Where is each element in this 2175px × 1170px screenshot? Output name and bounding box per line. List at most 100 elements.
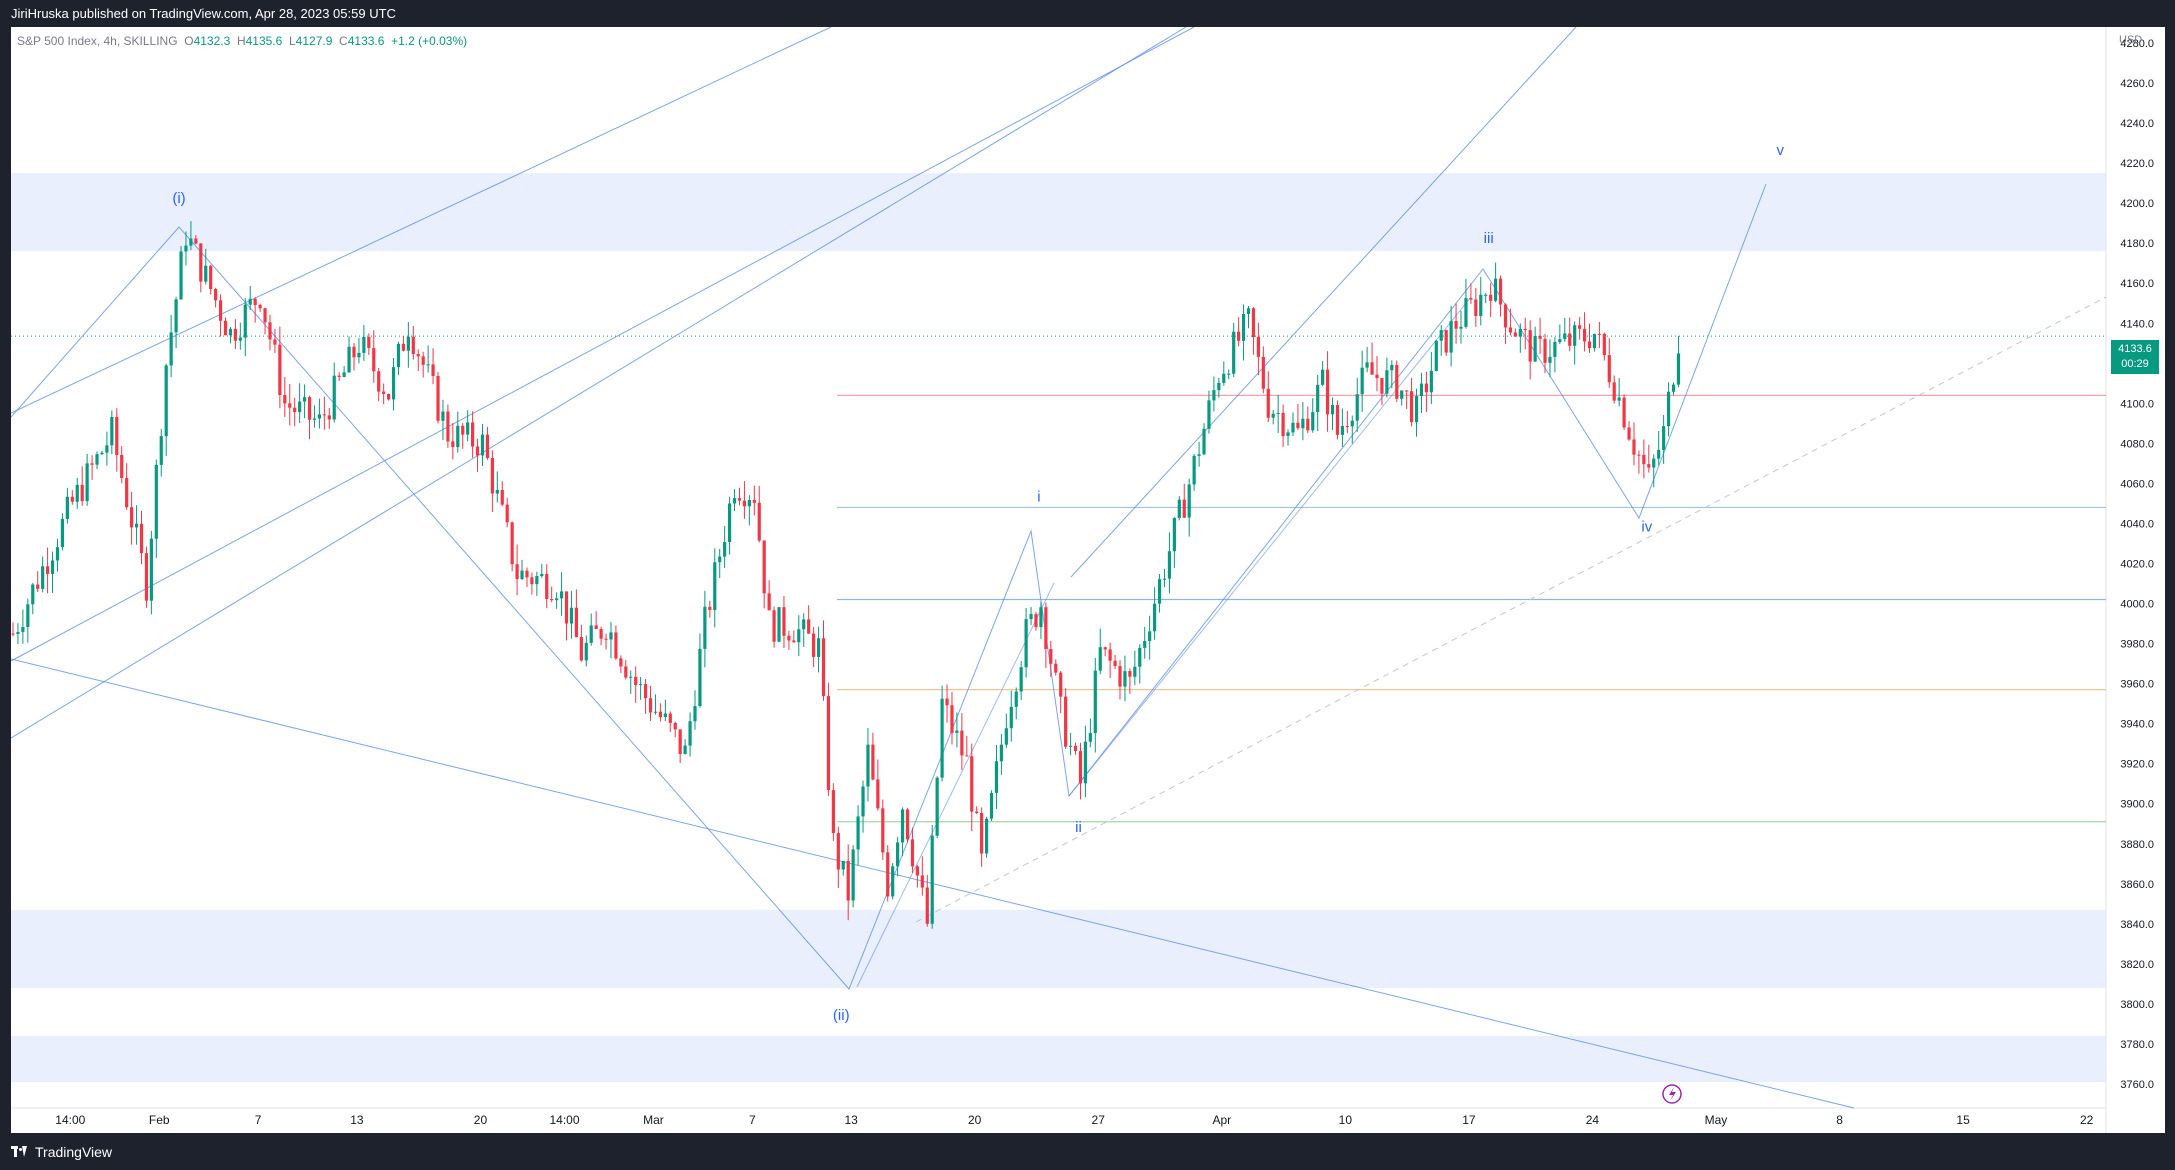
price-tick-label: 3840.0 bbox=[2120, 919, 2154, 931]
candle-body bbox=[1607, 355, 1611, 383]
candle-body bbox=[535, 576, 539, 585]
time-tick-label: 20 bbox=[968, 1113, 982, 1127]
candle-body bbox=[100, 452, 104, 455]
candle-body bbox=[293, 407, 297, 413]
candle-body bbox=[228, 328, 233, 336]
tradingview-logo[interactable]: TradingView bbox=[11, 1144, 112, 1160]
price-tick-label: 4000.0 bbox=[2120, 599, 2154, 611]
candle-body bbox=[1054, 663, 1058, 673]
candle-body bbox=[925, 887, 929, 924]
candle-body bbox=[896, 842, 900, 867]
candle-body bbox=[742, 500, 747, 507]
candle-body bbox=[910, 839, 915, 867]
price-tick-label: 4160.0 bbox=[2120, 278, 2154, 290]
lightning-icon bbox=[1669, 1087, 1676, 1101]
candle-body bbox=[342, 372, 346, 377]
candle-body bbox=[1652, 458, 1656, 468]
candle-body bbox=[1528, 330, 1532, 362]
candle-body bbox=[510, 522, 514, 565]
wave-label: iv bbox=[1641, 518, 1652, 535]
candle-body bbox=[1182, 499, 1186, 518]
candle-body bbox=[1059, 672, 1063, 697]
wave-channel-line bbox=[856, 582, 1055, 988]
time-tick-label: 7 bbox=[255, 1113, 262, 1127]
candle-body bbox=[238, 337, 242, 341]
candle-body bbox=[194, 238, 198, 244]
candle-body bbox=[1330, 405, 1335, 415]
candle-body bbox=[1429, 370, 1433, 393]
time-tick-label: 24 bbox=[1586, 1113, 1600, 1127]
candle-body bbox=[520, 570, 524, 580]
candle-body bbox=[1044, 607, 1048, 649]
candle-body bbox=[1241, 314, 1246, 341]
candle-body bbox=[1469, 298, 1473, 300]
close-value: 4133.6 bbox=[347, 34, 385, 48]
candle-body bbox=[1360, 367, 1364, 395]
wave-label: (i) bbox=[172, 190, 185, 207]
candle-body bbox=[1306, 418, 1310, 431]
candle-body bbox=[1340, 426, 1344, 435]
candle-body bbox=[105, 445, 109, 453]
candle-body bbox=[797, 629, 801, 643]
candle-body bbox=[391, 367, 396, 400]
candle-body bbox=[120, 454, 124, 479]
candle-body bbox=[36, 584, 40, 589]
candle-body bbox=[1508, 327, 1513, 333]
candle-body bbox=[975, 811, 979, 813]
time-tick-label: 22 bbox=[2080, 1113, 2094, 1127]
currency-label: USD bbox=[2119, 34, 2143, 46]
candle-body bbox=[95, 454, 99, 465]
candle-body bbox=[1459, 326, 1463, 329]
price-tick-label: 3860.0 bbox=[2120, 879, 2154, 891]
candle-body bbox=[807, 619, 811, 634]
price-tick-label: 4060.0 bbox=[2120, 478, 2154, 490]
candle-body bbox=[767, 593, 771, 611]
tradingview-brand: TradingView bbox=[35, 1144, 113, 1160]
symbol-legend: S&P 500 Index, 4h, SKILLING O4132.3 H413… bbox=[17, 34, 467, 48]
candle-body bbox=[821, 638, 826, 697]
candle-body bbox=[223, 320, 228, 336]
candle-body bbox=[461, 425, 465, 435]
candle-body bbox=[1444, 330, 1448, 353]
low-value: 4127.9 bbox=[295, 34, 333, 48]
candle-body bbox=[1286, 432, 1290, 437]
candle-body bbox=[861, 786, 865, 817]
candle-body bbox=[1172, 517, 1176, 552]
dashed-trend-line bbox=[915, 296, 2107, 923]
low-key: L bbox=[288, 34, 296, 48]
candle-body bbox=[574, 607, 578, 638]
candle-body bbox=[125, 478, 129, 508]
candle-body bbox=[1370, 362, 1374, 375]
candle-body bbox=[466, 422, 470, 435]
candle-body bbox=[1375, 374, 1379, 379]
candle-body bbox=[382, 391, 386, 394]
wave-channel-line bbox=[1068, 296, 1472, 797]
price-tick-label: 4020.0 bbox=[2120, 559, 2154, 571]
candle-body bbox=[1128, 671, 1132, 677]
candle-body bbox=[110, 416, 114, 446]
candle-body bbox=[1093, 670, 1097, 734]
candle-body bbox=[1503, 304, 1508, 328]
candle-body bbox=[1647, 464, 1651, 468]
candle-body bbox=[816, 638, 821, 657]
candle-body bbox=[218, 300, 223, 321]
candle-body bbox=[555, 598, 559, 601]
candle-body bbox=[1662, 426, 1666, 450]
candle-body bbox=[673, 722, 677, 730]
tradingview-icon bbox=[11, 1146, 29, 1158]
candle-body bbox=[1622, 397, 1626, 428]
candle-body bbox=[871, 744, 875, 780]
price-tick-label: 3820.0 bbox=[2120, 959, 2154, 971]
candle-body bbox=[841, 860, 845, 870]
candle-body bbox=[312, 418, 317, 420]
candle-body bbox=[599, 629, 603, 639]
candle-body bbox=[1153, 603, 1157, 632]
open-key: O bbox=[184, 34, 194, 48]
candle-body bbox=[688, 721, 692, 746]
candle-body bbox=[209, 265, 213, 290]
price-chart[interactable]: (i)(ii)iiiiiiivv3760.03780.03800.03820.0… bbox=[11, 27, 2165, 1133]
candle-body bbox=[500, 490, 504, 505]
candle-body bbox=[347, 346, 351, 373]
wave-label: ii bbox=[1075, 819, 1082, 836]
high-value: 4135.6 bbox=[245, 34, 283, 48]
